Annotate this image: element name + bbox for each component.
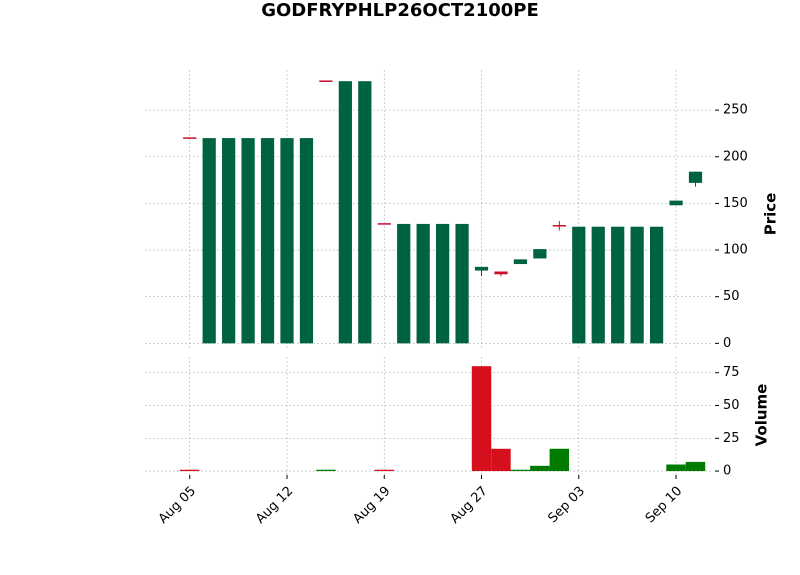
- y-tick-label: 100: [723, 243, 748, 258]
- x-tick-label: Aug 27: [448, 484, 491, 527]
- volume-bar: [316, 469, 336, 472]
- x-tick-label: Sep 10: [643, 484, 686, 527]
- candle-body: [202, 138, 216, 344]
- candle-body: [649, 226, 664, 344]
- candle-body: [280, 138, 294, 344]
- y-tick-label: 50: [723, 289, 740, 304]
- y-tick-label: 75: [723, 365, 740, 380]
- candle-body: [377, 223, 391, 225]
- y-tick-label: 150: [723, 196, 748, 211]
- candle-body: [338, 81, 352, 344]
- candle-body: [455, 223, 469, 344]
- chart-title: GODFRYPHLP26OCT2100PE: [261, 0, 539, 21]
- candle-body: [358, 81, 372, 344]
- volume-bar: [180, 469, 200, 472]
- candle-body: [591, 226, 605, 344]
- candle-body: [669, 200, 683, 206]
- candle-body: [319, 80, 333, 82]
- x-tick-label: Aug 05: [156, 484, 199, 527]
- candle-body: [552, 225, 566, 227]
- candle-body: [397, 223, 411, 344]
- candle-body: [513, 259, 528, 265]
- y-axis-label: Price: [762, 193, 780, 236]
- y-tick-label: 0: [723, 336, 731, 351]
- y-tick-label: 50: [723, 398, 740, 413]
- volume-bar: [530, 465, 550, 472]
- candle-body: [241, 138, 255, 344]
- candle-body: [494, 271, 508, 275]
- candle-body: [222, 138, 236, 344]
- candle-body: [299, 138, 314, 344]
- candle-body: [533, 249, 547, 259]
- candle-body: [572, 226, 586, 344]
- volume-bar: [491, 448, 511, 472]
- volume-bar: [549, 448, 570, 472]
- candle-body: [436, 223, 450, 344]
- y-tick-label: 25: [723, 431, 740, 446]
- volume-bar: [666, 464, 686, 472]
- x-tick-label: Aug 19: [350, 484, 393, 527]
- volume-bar: [685, 461, 706, 472]
- candle-body: [474, 266, 489, 271]
- candle-body: [611, 226, 625, 344]
- y-tick-label: 0: [723, 464, 731, 479]
- volume-bar: [510, 469, 531, 472]
- candle-body: [260, 138, 275, 344]
- candle-body: [416, 223, 430, 344]
- x-tick-label: Aug 12: [253, 484, 296, 527]
- y-tick-label: 200: [723, 149, 748, 164]
- volume-bar: [374, 469, 394, 472]
- candle-body: [183, 137, 197, 139]
- volume-axis-label: Volume: [753, 384, 771, 447]
- x-tick-label: Sep 03: [546, 484, 589, 527]
- candle-body: [630, 226, 644, 344]
- y-tick-label: 250: [723, 103, 748, 118]
- volume-bar: [471, 366, 492, 472]
- candle-body: [688, 171, 703, 183]
